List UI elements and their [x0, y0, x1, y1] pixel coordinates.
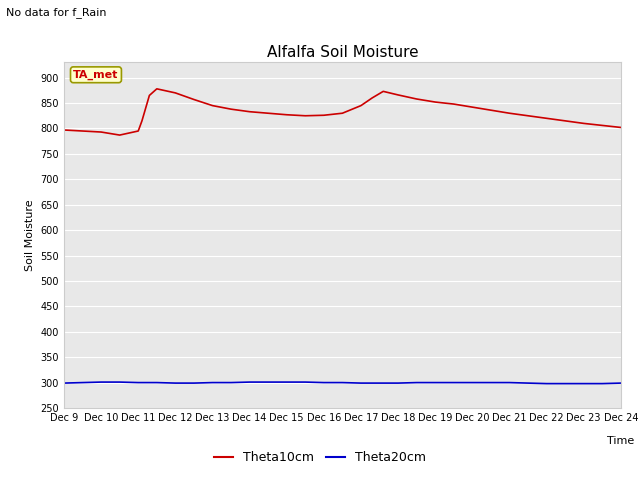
Theta20cm	[394, 380, 402, 386]
Theta20cm	[561, 381, 569, 386]
Theta10cm	[506, 110, 513, 116]
Theta20cm	[580, 381, 588, 386]
Theta10cm	[468, 104, 476, 110]
Theta20cm	[190, 380, 198, 386]
Theta10cm	[153, 86, 161, 92]
Theta20cm	[357, 380, 365, 386]
Theta10cm	[487, 108, 495, 113]
Theta20cm	[468, 380, 476, 385]
Theta20cm	[172, 380, 179, 386]
Theta20cm	[450, 380, 458, 385]
Theta10cm	[283, 112, 291, 118]
Theta10cm	[79, 128, 86, 134]
Theta20cm	[79, 380, 86, 385]
Theta10cm	[339, 110, 346, 116]
Theta20cm	[301, 379, 309, 385]
Theta10cm	[301, 113, 309, 119]
Theta10cm	[413, 96, 420, 102]
Theta20cm	[524, 380, 532, 386]
Theta20cm	[487, 380, 495, 385]
Y-axis label: Soil Moisture: Soil Moisture	[25, 199, 35, 271]
Line: Theta10cm: Theta10cm	[64, 89, 621, 135]
Theta20cm	[283, 379, 291, 385]
Theta10cm	[145, 93, 153, 98]
Title: Alfalfa Soil Moisture: Alfalfa Soil Moisture	[267, 45, 418, 60]
Theta10cm	[134, 128, 142, 134]
Theta20cm	[116, 379, 124, 385]
Theta10cm	[227, 106, 235, 112]
Theta10cm	[264, 110, 272, 116]
Theta10cm	[116, 132, 124, 138]
Theta10cm	[450, 101, 458, 107]
Theta20cm	[209, 380, 216, 385]
Theta10cm	[320, 112, 328, 118]
Theta20cm	[320, 380, 328, 385]
Theta10cm	[368, 95, 376, 101]
Theta10cm	[172, 90, 179, 96]
Theta20cm	[339, 380, 346, 385]
Theta10cm	[394, 92, 402, 98]
Theta10cm	[357, 103, 365, 108]
Theta20cm	[617, 380, 625, 386]
Theta20cm	[227, 380, 235, 385]
Theta20cm	[506, 380, 513, 385]
Theta20cm	[598, 381, 606, 386]
Theta20cm	[246, 379, 253, 385]
Theta10cm	[209, 103, 216, 108]
Theta10cm	[524, 113, 532, 119]
Theta20cm	[543, 381, 550, 386]
Theta20cm	[413, 380, 420, 385]
Theta20cm	[264, 379, 272, 385]
Text: No data for f_Rain: No data for f_Rain	[6, 7, 107, 18]
Theta10cm	[97, 129, 105, 135]
Theta10cm	[190, 96, 198, 102]
Theta20cm	[97, 379, 105, 385]
Theta10cm	[431, 99, 439, 105]
Theta20cm	[153, 380, 161, 385]
Theta10cm	[561, 118, 569, 124]
Theta20cm	[431, 380, 439, 385]
Theta20cm	[134, 380, 142, 385]
Theta10cm	[617, 125, 625, 131]
Theta10cm	[580, 120, 588, 126]
Line: Theta20cm: Theta20cm	[64, 382, 621, 384]
Theta10cm	[138, 118, 146, 124]
Theta10cm	[60, 127, 68, 133]
Theta10cm	[598, 122, 606, 128]
X-axis label: Time: Time	[607, 436, 634, 445]
Theta10cm	[246, 109, 253, 115]
Theta20cm	[376, 380, 383, 386]
Text: TA_met: TA_met	[73, 70, 118, 80]
Theta20cm	[60, 380, 68, 386]
Theta10cm	[380, 88, 387, 94]
Legend: Theta10cm, Theta20cm: Theta10cm, Theta20cm	[209, 446, 431, 469]
Theta10cm	[543, 115, 550, 121]
